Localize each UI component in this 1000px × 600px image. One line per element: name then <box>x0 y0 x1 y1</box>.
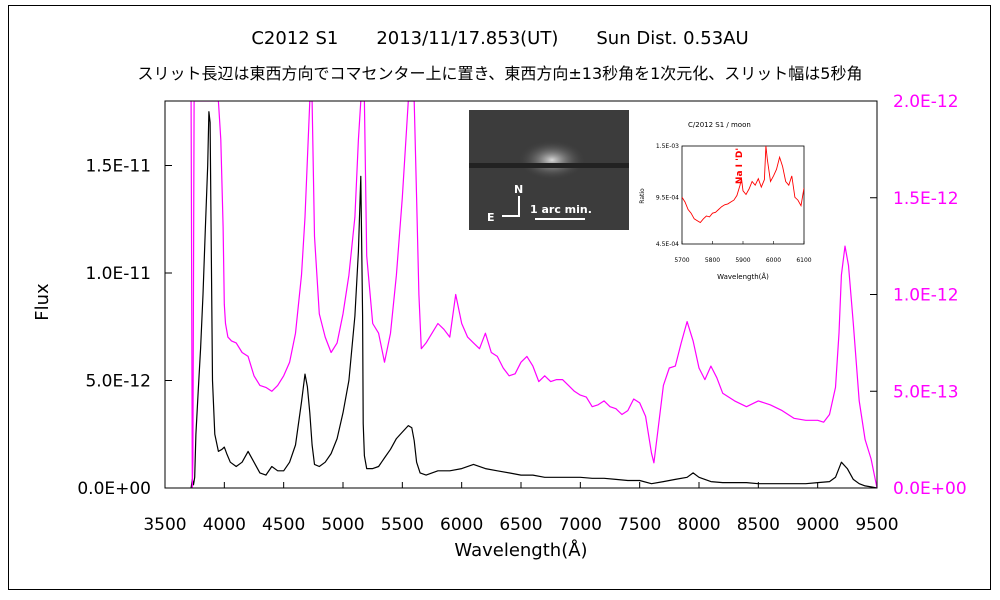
y-right-tick-label: 0.0E+00 <box>893 479 967 499</box>
x-tick-label: 7000 <box>559 515 602 535</box>
ratio-inset-x-tick-label: 5700 <box>674 257 689 264</box>
x-tick-label: 5000 <box>321 515 364 535</box>
y-left-tick-label: 0.0E+00 <box>77 479 151 499</box>
ratio-inset-title: C/2012 S1 / moon <box>688 121 751 129</box>
north-label: N <box>514 183 523 196</box>
ratio-inset-x-tick-label: 6000 <box>766 257 781 264</box>
x-tick-label: 9500 <box>855 515 898 535</box>
chart-subtitle: スリット長辺は東西方向でコマセンター上に置き、東西方向±13秒角を1次元化、スリ… <box>137 64 863 83</box>
title-date: 2013/11/17.853(UT) <box>376 28 559 49</box>
y-right-tick-label: 1.0E-12 <box>893 286 959 306</box>
ratio-inset-background <box>640 110 812 282</box>
ratio-inset-y-tick-label: 9.5E-04 <box>656 194 679 201</box>
ratio-line <box>682 146 804 224</box>
scale-bar-label: 1 arc min. <box>530 203 592 216</box>
y-right-tick-label: 1.5E-12 <box>893 189 959 209</box>
ratio-inset-x-label: Wavelength(Å) <box>717 272 769 281</box>
y-right-tick-label: 5.0E-13 <box>893 382 959 402</box>
comet-coma <box>518 140 586 180</box>
x-tick-label: 7500 <box>618 515 661 535</box>
east-label: E <box>487 211 495 224</box>
figure-frame <box>8 5 991 590</box>
ratio-inset-y-tick-label: 1.5E-03 <box>656 143 679 150</box>
x-tick-label: 4500 <box>262 515 305 535</box>
x-tick-label: 6500 <box>499 515 542 535</box>
x-tick-label: 3500 <box>143 515 186 535</box>
x-tick-label: 5500 <box>381 515 424 535</box>
y-right-tick-label: 2.0E-12 <box>893 92 959 112</box>
title-sun-distance: Sun Dist. 0.53AU <box>596 28 749 49</box>
spectrum-line-black <box>190 111 877 488</box>
title-comet-name: C2012 S1 <box>251 28 339 49</box>
spectrum-line-magenta <box>190 101 877 488</box>
y-left-tick-label: 1.0E-11 <box>85 264 151 284</box>
x-tick-label: 8000 <box>677 515 720 535</box>
comet-image-inset: N E 1 arc min. <box>469 110 629 230</box>
ratio-inset-x-tick-label: 5800 <box>705 257 720 264</box>
ratio-inset-chart: C/2012 S1 / moon Ratio Wavelength(Å) Na … <box>639 110 812 282</box>
na-d-annotation: Na I 'D' <box>735 148 745 184</box>
chart-title: C2012 S1 2013/11/17.853(UT) Sun Dist. 0.53… <box>0 28 1000 49</box>
x-axis-label: Wavelength(Å) <box>454 539 587 561</box>
x-tick-label: 4000 <box>203 515 246 535</box>
y-left-tick-label: 5.0E-12 <box>85 372 151 392</box>
ratio-inset-x-tick-label: 6100 <box>796 257 811 264</box>
ratio-inset-x-tick-label: 5900 <box>735 257 750 264</box>
y-left-tick-label: 1.5E-11 <box>85 157 151 177</box>
x-tick-label: 8500 <box>737 515 780 535</box>
slit-line <box>469 163 629 168</box>
x-tick-label: 6000 <box>440 515 483 535</box>
y-axis-label: Flux <box>32 283 53 321</box>
ratio-inset-y-label: Ratio <box>639 188 646 204</box>
x-tick-label: 9000 <box>796 515 839 535</box>
ratio-inset-y-tick-label: 4.5E-04 <box>656 241 679 248</box>
